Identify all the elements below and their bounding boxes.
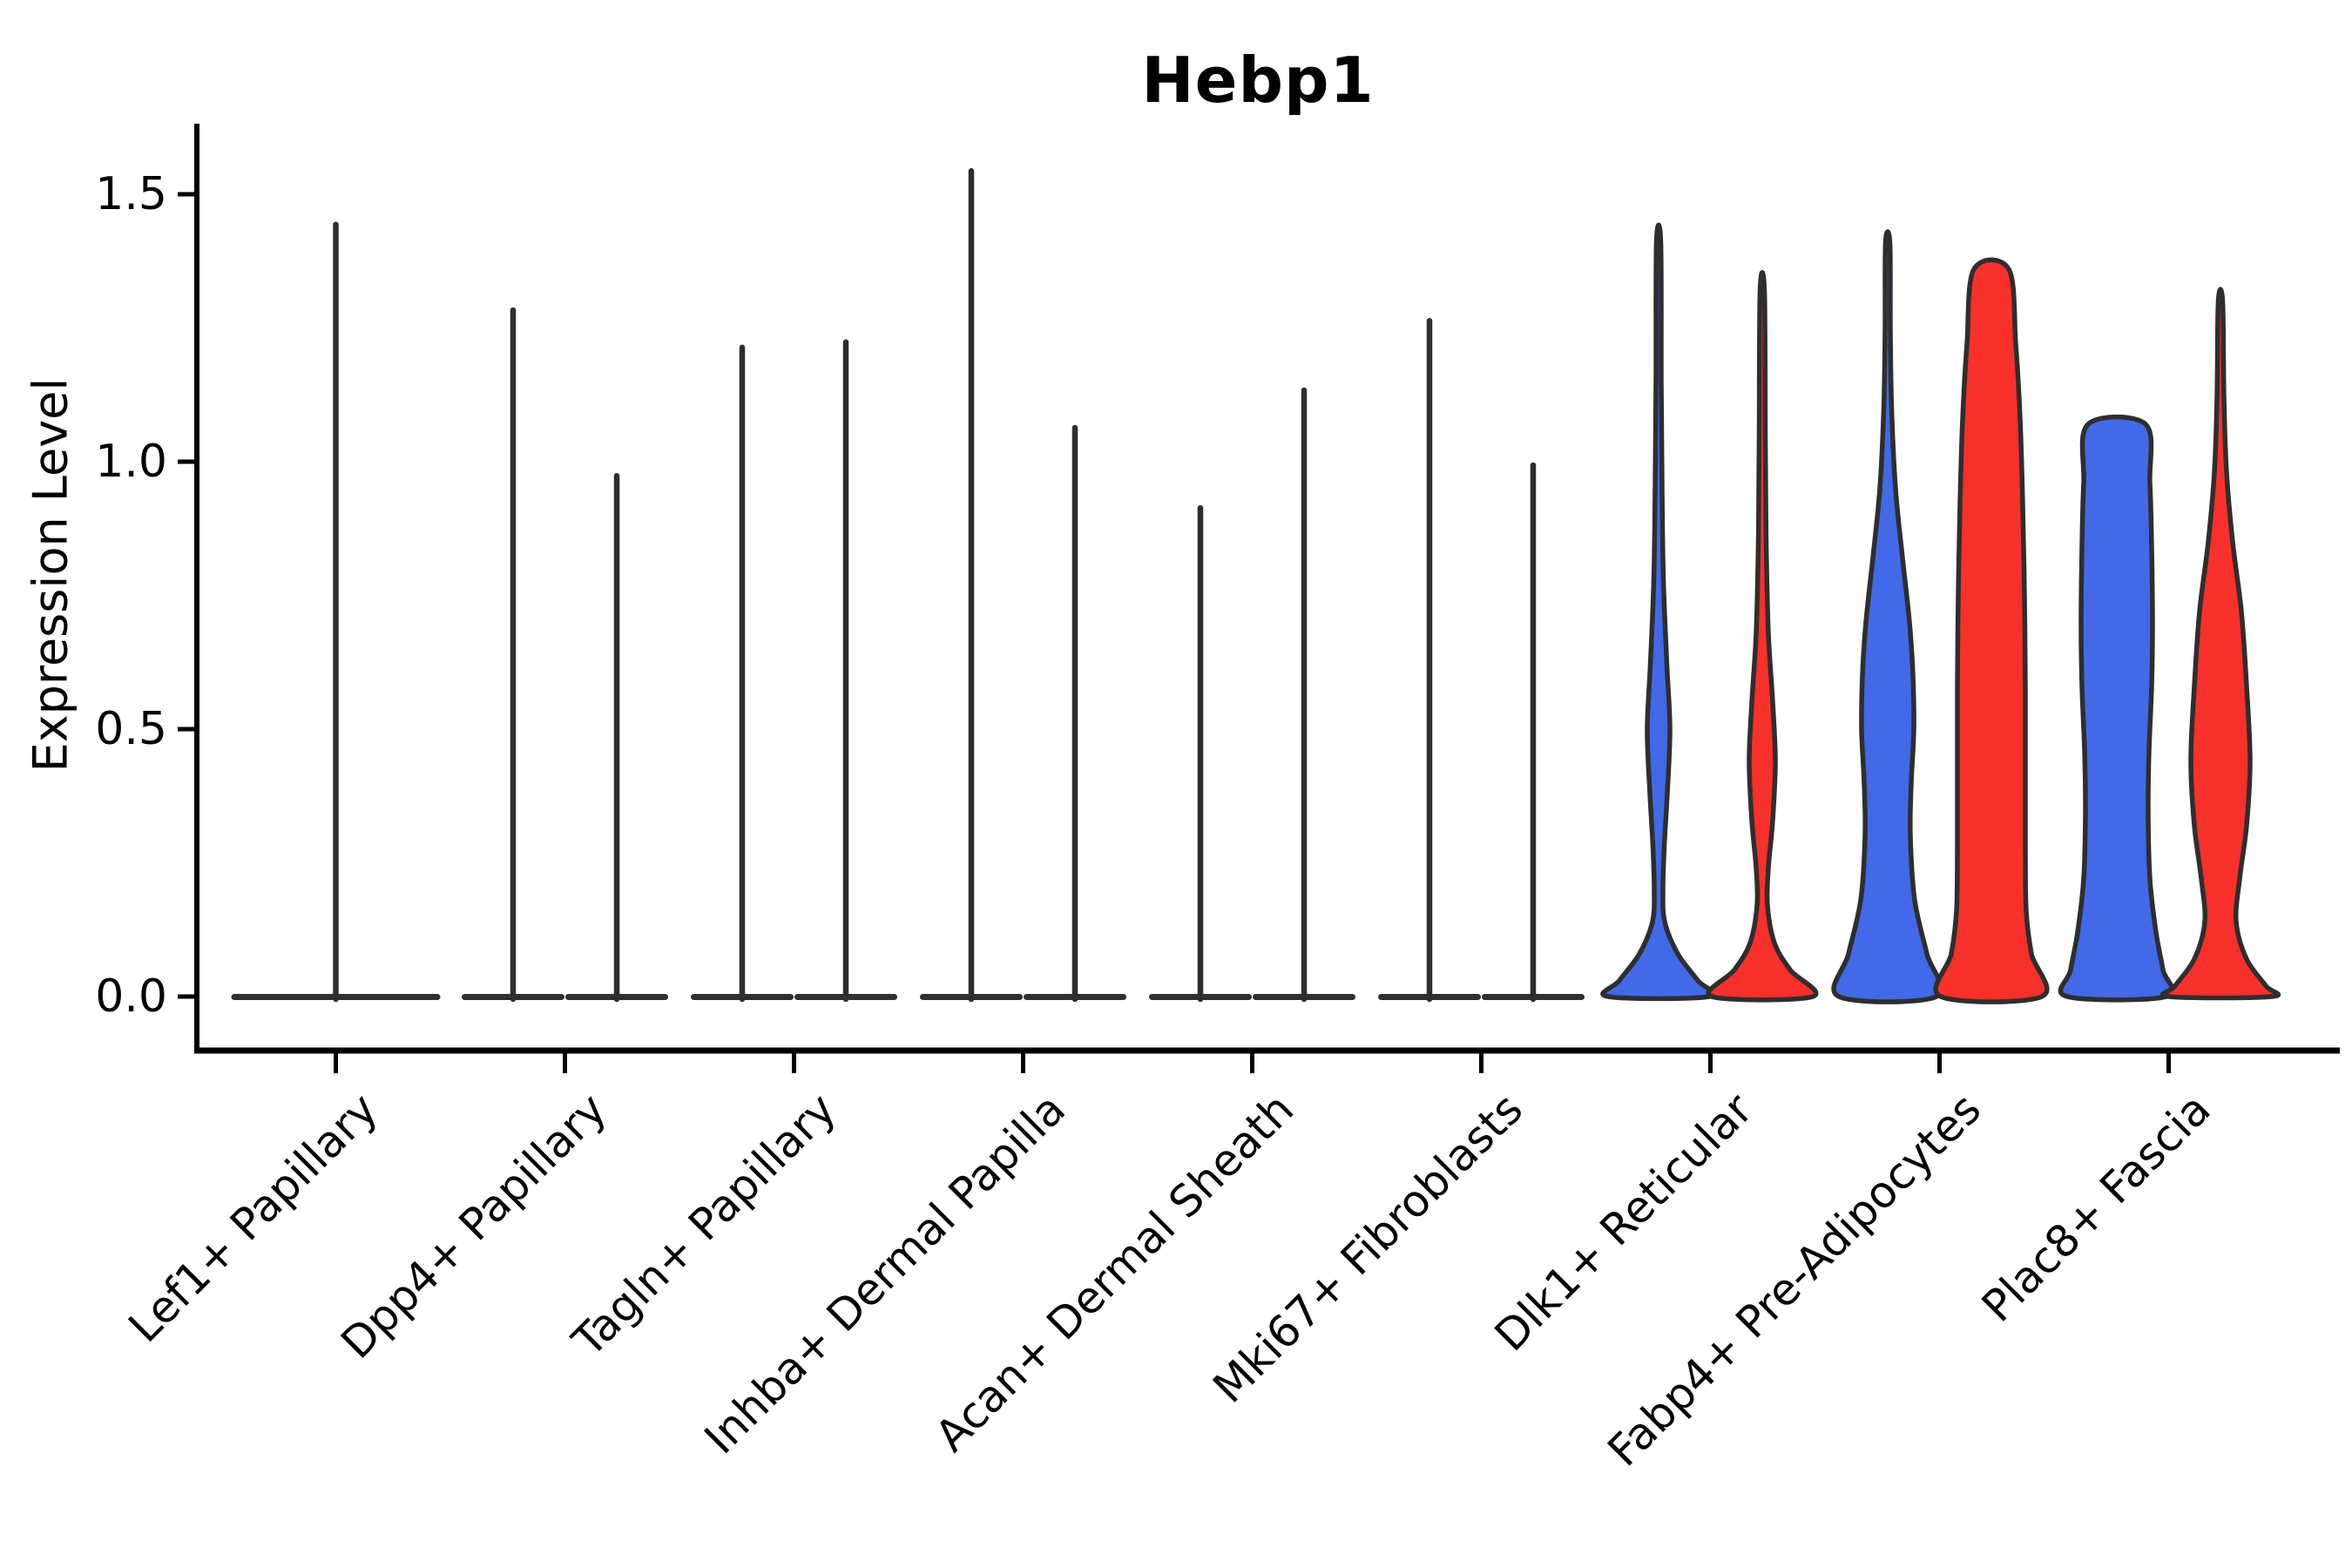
violin-red-plac8 (2159, 287, 2281, 1001)
violin-red-fabp4 (1933, 257, 2050, 1004)
violin-blue-fabp4 (1831, 229, 1944, 1004)
violin-red-dlk1 (1706, 270, 1819, 1003)
y-tick-label: 0.5 (95, 703, 167, 755)
violin-blue-plac8 (2058, 414, 2176, 1003)
y-tick-label: 1.0 (95, 436, 167, 488)
y-tick-label: 1.5 (95, 168, 167, 220)
y-tick-label: 0.0 (95, 970, 167, 1023)
violin-blue-dlk1 (1600, 222, 1717, 1002)
chart-title: Hebp1 (1141, 44, 1375, 117)
